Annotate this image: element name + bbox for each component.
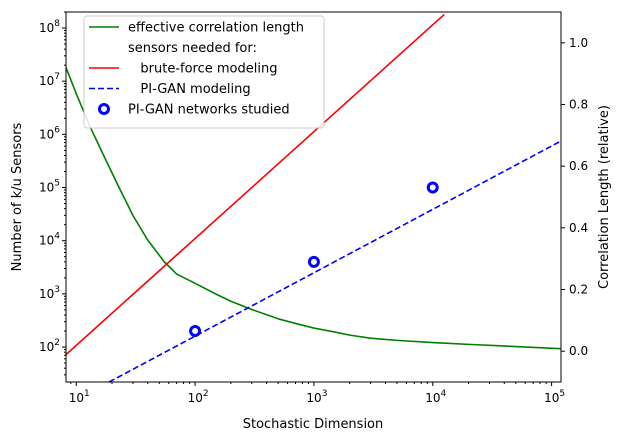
y-right-tick-label: 0.6: [569, 159, 588, 173]
y-right-tick-label: 0.8: [569, 98, 588, 112]
y-left-tick-label: 103: [39, 285, 60, 301]
y-left-tick-label: 105: [39, 179, 60, 195]
x-tick-label-exp: 3: [322, 389, 328, 399]
series-layer: [66, 13, 561, 382]
brute-force-modeling-line: [66, 13, 445, 356]
y-left-tick-label: 107: [39, 72, 60, 88]
x-tick-label-base: 10: [544, 391, 559, 405]
x-axis: 101 102 103 104 105: [69, 382, 565, 405]
pi-gan-modeling-line: [108, 140, 561, 382]
y-left-tick-label: 108: [39, 19, 60, 35]
y-left-tick-label-base: 10: [39, 74, 54, 88]
y-left-tick-label: 102: [39, 338, 60, 354]
x-tick-label-base: 10: [188, 391, 203, 405]
y-axis-right: 0.0 0.2 0.4 0.6 0.8 1.0: [561, 36, 588, 358]
y-left-tick-label-exp: 7: [54, 72, 60, 82]
y-left-tick-label-base: 10: [39, 287, 54, 301]
x-tick-label-exp: 5: [559, 389, 565, 399]
y-left-tick-label-exp: 3: [54, 285, 60, 295]
y-left-tick-label-exp: 4: [54, 232, 60, 242]
x-tick-label-exp: 1: [84, 389, 90, 399]
legend-marker-swatch: [98, 103, 110, 115]
y-left-tick-label-exp: 2: [54, 338, 60, 348]
x-tick-label-base: 10: [69, 391, 84, 405]
x-tick-label-exp: 2: [203, 389, 209, 399]
y-left-tick-label: 104: [39, 232, 60, 248]
x-tick-label-base: 10: [306, 391, 321, 405]
y-axis-right-label: Correlation Length (relative): [597, 105, 612, 289]
legend-label: effective correlation length: [128, 21, 304, 36]
y-left-tick-label-exp: 5: [54, 179, 60, 189]
x-tick-label: 105: [544, 389, 565, 405]
legend: effective correlation length sensors need…: [83, 15, 325, 129]
legend-label: brute-force modeling: [128, 62, 277, 77]
y-left-tick-label-base: 10: [39, 181, 54, 195]
y-left-tick-label-exp: 8: [54, 19, 60, 29]
x-tick-label: 103: [306, 389, 327, 405]
y-left-tick-label-base: 10: [39, 340, 54, 354]
y-right-tick-label: 0.2: [569, 283, 588, 297]
y-left-tick-label-base: 10: [39, 234, 54, 248]
y-right-tick-label: 0.0: [569, 344, 588, 358]
y-right-tick-label: 1.0: [569, 36, 588, 50]
pi-gan-network-marker: [426, 181, 439, 194]
x-tick-label: 102: [188, 389, 209, 405]
y-left-tick-label-base: 10: [39, 21, 54, 35]
pi-gan-network-marker: [189, 325, 202, 338]
x-tick-label: 101: [69, 389, 90, 405]
y-left-tick-label-exp: 6: [54, 125, 60, 135]
x-tick-label-base: 10: [425, 391, 440, 405]
legend-label: sensors needed for:: [128, 41, 257, 56]
legend-label: PI-GAN networks studied: [128, 103, 290, 118]
legend-box: [83, 15, 325, 129]
x-axis-label: Stochastic Dimension: [243, 417, 384, 432]
pi-gan-network-marker: [307, 255, 320, 268]
y-right-tick-label: 0.4: [569, 221, 588, 235]
x-tick-label: 104: [425, 389, 446, 405]
y-left-tick-label: 106: [39, 125, 60, 141]
y-left-tick-label-base: 10: [39, 127, 54, 141]
y-axis-left-label: Number of k/u Sensors: [10, 122, 25, 271]
legend-label: PI-GAN modeling: [128, 82, 251, 97]
x-tick-label-exp: 4: [441, 389, 447, 399]
effective-correlation-length-line: [66, 67, 561, 350]
